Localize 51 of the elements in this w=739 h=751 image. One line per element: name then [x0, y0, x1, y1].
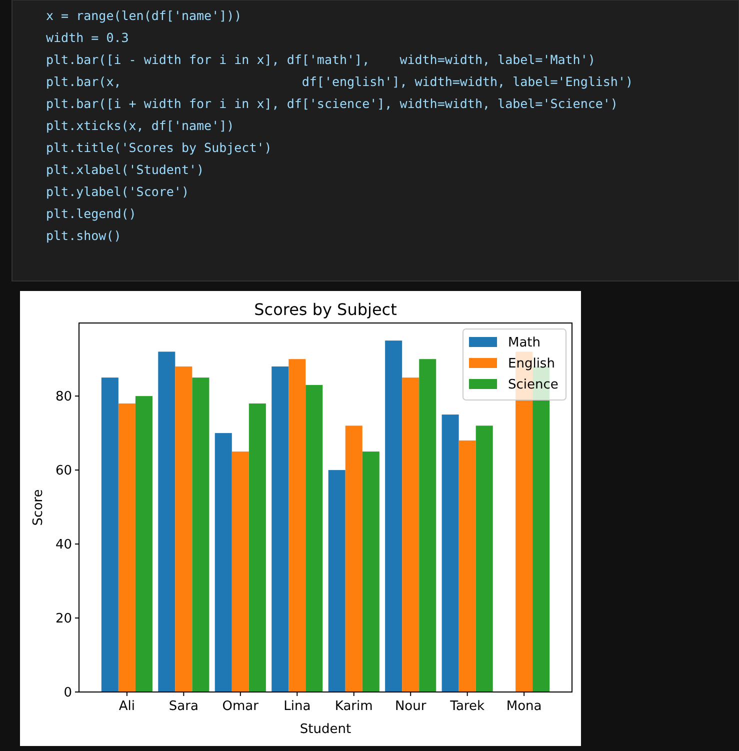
- bar: [272, 366, 289, 692]
- bar: [362, 452, 380, 692]
- legend-label: Science: [508, 378, 558, 393]
- y-axis-title: Score: [31, 489, 46, 526]
- text: plt.bar([i - width for i in x], df['math'], width=width, label='Math'): [46, 52, 596, 67]
- legend-label: English: [508, 356, 555, 372]
- legend-label: Math: [508, 336, 541, 351]
- text: x = range(len(df['name'])): [46, 8, 242, 23]
- text: width = 0.3: [46, 30, 129, 45]
- bar: [101, 378, 118, 692]
- x-tick-label: Tarek: [449, 699, 485, 714]
- text: plt.xticks(x, df['name']): [46, 118, 234, 133]
- y-tick-label: 0: [64, 686, 72, 701]
- x-tick-label: Mona: [506, 699, 542, 714]
- bar: [214, 433, 232, 692]
- x-tick-label: Karim: [334, 699, 373, 714]
- text: plt.ylabel('Score'): [46, 184, 189, 199]
- text: plt.title('Scores by Subject'): [46, 140, 272, 155]
- bar: [135, 396, 152, 692]
- x-tick-label: Sara: [168, 699, 198, 714]
- bar: [476, 426, 493, 692]
- bar: [158, 352, 176, 692]
- y-tick-label: 40: [55, 538, 72, 553]
- bar: [402, 378, 420, 692]
- text: plt.xlabel('Student'): [46, 162, 204, 177]
- text: plt.bar([i + width for i in x], df['science'], width=width, label='Science'): [46, 96, 618, 111]
- x-tick-label: Lina: [284, 699, 311, 714]
- bar: [248, 403, 266, 692]
- bar: [175, 366, 192, 692]
- text: plt.legend(): [46, 206, 136, 221]
- y-tick-label: 60: [55, 464, 72, 479]
- x-axis-title: Student: [300, 722, 352, 737]
- text: plt.bar(x, df['english'], width=width, label='English'): [46, 74, 633, 89]
- x-tick-label: Omar: [222, 699, 260, 714]
- y-tick-label: 20: [55, 612, 72, 627]
- x-tick-label: Ali: [118, 699, 135, 714]
- bar: [345, 426, 362, 692]
- text: plt.show(): [46, 228, 122, 243]
- bar: [385, 340, 402, 692]
- bar: [458, 440, 476, 692]
- bar: [419, 359, 436, 692]
- bar: [288, 359, 306, 692]
- chart-title: Scores by Subject: [254, 300, 397, 319]
- bar: [328, 470, 346, 692]
- y-tick-label: 80: [55, 390, 72, 405]
- x-tick-label: Nour: [394, 699, 427, 714]
- bar: [442, 414, 459, 692]
- bar: [192, 378, 210, 692]
- bar: [118, 403, 136, 692]
- bar: [306, 384, 323, 692]
- bar: [232, 452, 249, 692]
